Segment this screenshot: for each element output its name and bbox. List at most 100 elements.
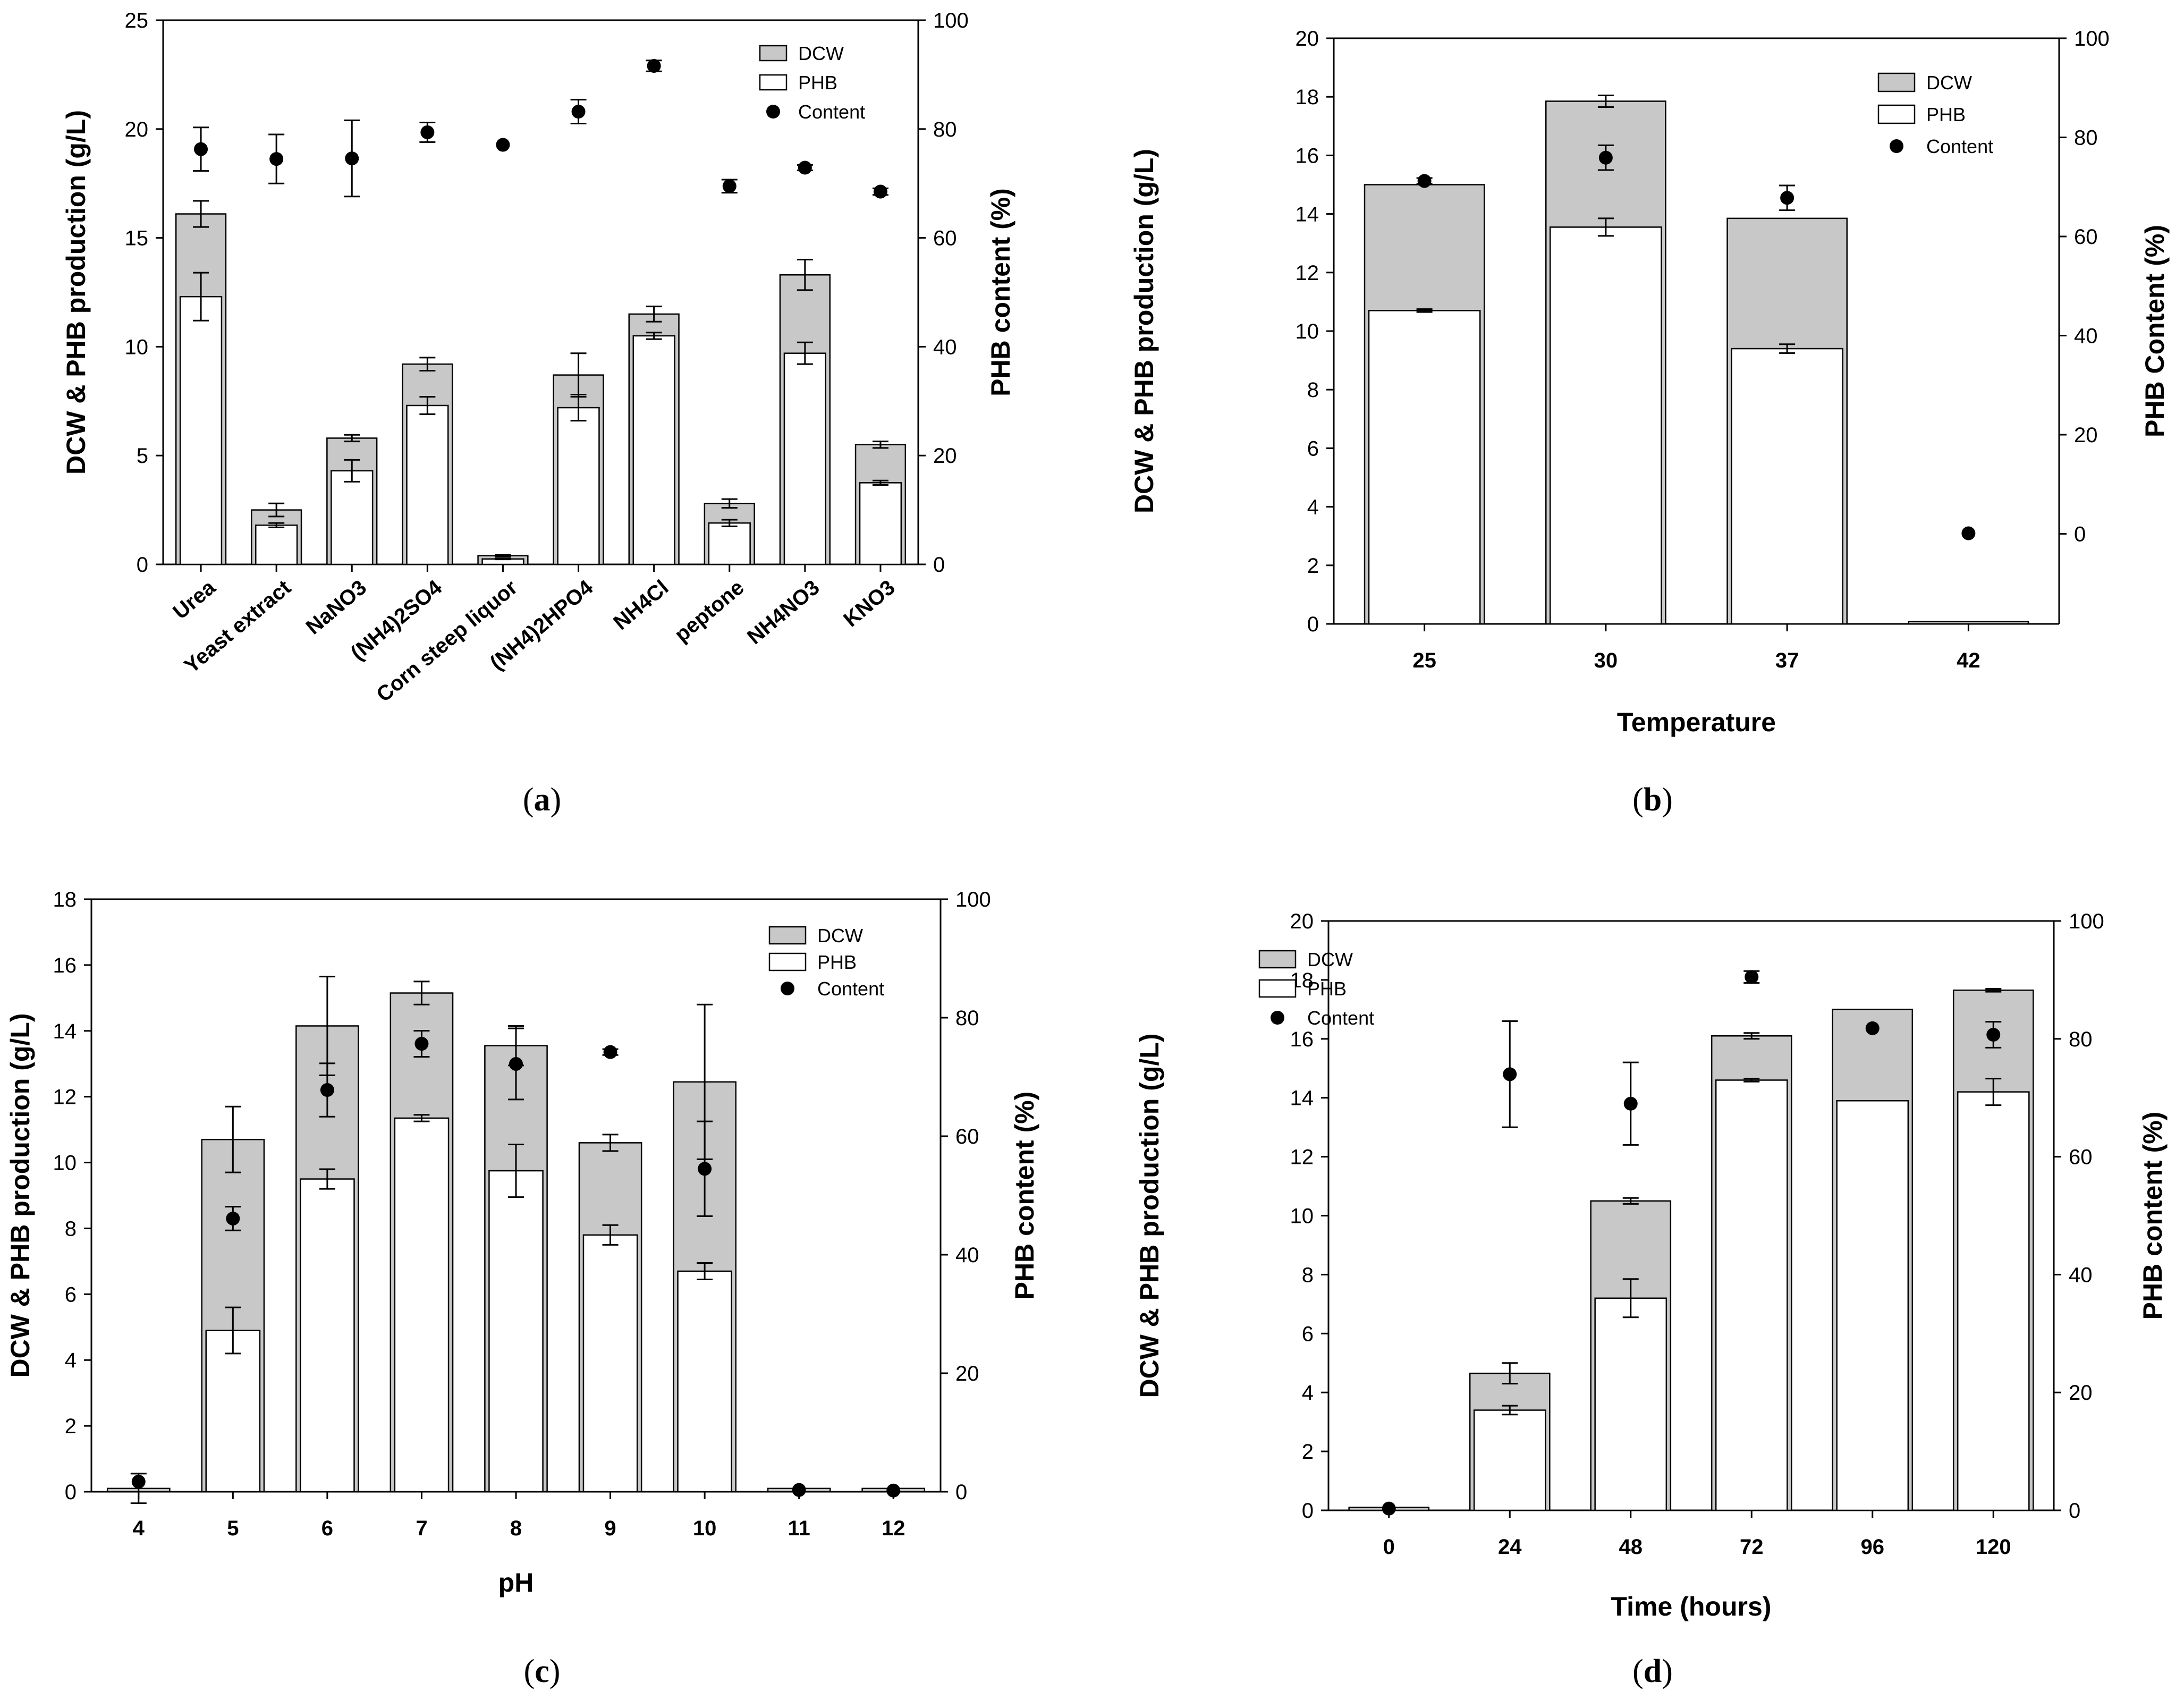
phb-bar — [859, 482, 902, 565]
phb-bar — [394, 1117, 450, 1493]
x-category-label: Urea — [168, 576, 220, 624]
x-category-label: Corn steep liquor — [372, 576, 522, 707]
content-point — [320, 1083, 334, 1097]
y-tick-label: 20 — [125, 118, 149, 141]
x-category-label: 9 — [604, 1517, 616, 1540]
y2-tick-label: 20 — [933, 444, 957, 468]
panel-label: (a) — [523, 782, 561, 818]
x-category-label: 25 — [1412, 649, 1436, 672]
panel-label-letter: d — [1644, 1653, 1662, 1689]
y-tick-label: 0 — [137, 553, 148, 577]
panel-label-open: ( — [1632, 782, 1644, 818]
y2-tick-label: 20 — [955, 1362, 979, 1385]
y2-tick-label: 80 — [933, 118, 957, 141]
y-tick-label: 8 — [1302, 1263, 1314, 1287]
y-tick-label: 14 — [53, 1020, 77, 1043]
y2-tick-label: 0 — [2069, 1499, 2080, 1523]
y-tick-label: 12 — [1296, 261, 1319, 285]
y-tick-label: 18 — [1296, 86, 1319, 109]
y2-axis-title: PHB content (%) — [986, 188, 1015, 396]
content-point — [1598, 150, 1613, 165]
x-category-label: 6 — [321, 1517, 333, 1540]
panel-label-open: ( — [523, 782, 534, 818]
y-tick-label: 4 — [1307, 496, 1319, 519]
y-tick-label: 5 — [137, 444, 148, 468]
y-tick-label: 4 — [1302, 1381, 1314, 1405]
legend-swatch-dcw — [1877, 72, 1916, 92]
y-tick-label: 12 — [1290, 1146, 1314, 1169]
y2-tick-label: 80 — [2069, 1028, 2093, 1051]
content-point — [194, 142, 208, 156]
y2-tick-label: 80 — [955, 1007, 979, 1030]
phb-bar — [300, 1178, 355, 1493]
y-tick-label: 14 — [1296, 203, 1319, 226]
content-point — [1745, 970, 1759, 984]
legend-label: PHB — [1926, 104, 1966, 125]
phb-bar — [1368, 310, 1481, 625]
y2-axis-title: PHB content (%) — [1010, 1092, 1039, 1300]
panel-label-letter: c — [535, 1653, 549, 1689]
y-tick-label: 12 — [53, 1086, 77, 1109]
content-point — [1865, 1021, 1880, 1035]
content-point — [1780, 191, 1794, 205]
x-category-label: 42 — [1957, 649, 1980, 672]
y2-tick-label: 40 — [955, 1244, 979, 1267]
x-category-label: NH4Cl — [609, 576, 673, 635]
y2-tick-label: 20 — [2074, 424, 2098, 447]
content-point — [509, 1056, 523, 1071]
legend-swatch-phb — [759, 74, 788, 91]
phb-bar — [1715, 1079, 1788, 1511]
content-point — [603, 1045, 617, 1059]
y2-tick-label: 40 — [2069, 1263, 2093, 1287]
y-tick-label: 18 — [53, 888, 77, 911]
x-category-label: 7 — [416, 1517, 427, 1540]
phb-bar — [488, 1170, 544, 1493]
x-category-label: 8 — [510, 1517, 522, 1540]
panel-label-letter: b — [1644, 782, 1662, 818]
x-category-label: 0 — [1383, 1535, 1395, 1559]
x-category-label: 11 — [788, 1517, 810, 1540]
panel-label-close: ) — [551, 782, 562, 818]
y-tick-label: 20 — [1290, 910, 1314, 933]
legend-label: Content — [798, 101, 865, 123]
legend-swatch-content — [1271, 1011, 1284, 1025]
panel-label-close: ) — [1662, 782, 1673, 818]
x-category-label: 120 — [1976, 1535, 2011, 1559]
content-point — [647, 59, 661, 73]
y-axis-title: DCW & PHB production (g/L) — [61, 110, 91, 475]
content-point — [1417, 174, 1432, 188]
y-tick-label: 8 — [65, 1217, 77, 1240]
content-point — [496, 138, 510, 152]
legend-label: Content — [1307, 1007, 1374, 1029]
phb-bar — [783, 352, 826, 565]
y-tick-label: 20 — [1296, 27, 1319, 50]
legend-swatch-dcw — [768, 926, 807, 945]
y-tick-label: 16 — [53, 954, 77, 977]
content-point — [420, 125, 435, 139]
y-tick-label: 4 — [65, 1349, 77, 1372]
y-tick-label: 16 — [1296, 144, 1319, 167]
y2-tick-label: 100 — [2069, 910, 2104, 933]
phb-bar — [557, 407, 600, 565]
x-category-label: 10 — [693, 1517, 717, 1540]
y2-tick-label: 20 — [2069, 1381, 2093, 1405]
y2-tick-label: 60 — [2069, 1146, 2093, 1169]
phb-bar — [1957, 1091, 2030, 1511]
y-tick-label: 6 — [1302, 1322, 1314, 1346]
x-category-label: 48 — [1619, 1535, 1643, 1559]
y2-tick-label: 60 — [2074, 225, 2098, 249]
y-tick-label: 6 — [1307, 437, 1319, 460]
y2-tick-label: 40 — [2074, 324, 2098, 348]
legend-label: Content — [1926, 136, 1993, 157]
content-point — [1382, 1501, 1396, 1516]
y-tick-label: 0 — [65, 1481, 77, 1504]
y-tick-label: 0 — [1302, 1499, 1314, 1523]
phb-bar — [1473, 1409, 1546, 1511]
x-category-label: NH4NO3 — [743, 576, 824, 649]
x-category-label: 24 — [1498, 1535, 1522, 1559]
y-tick-label: 2 — [65, 1415, 77, 1438]
legend: DCW PHB Content — [759, 43, 865, 123]
y-axis-title: DCW & PHB production (g/L) — [1135, 1034, 1164, 1398]
